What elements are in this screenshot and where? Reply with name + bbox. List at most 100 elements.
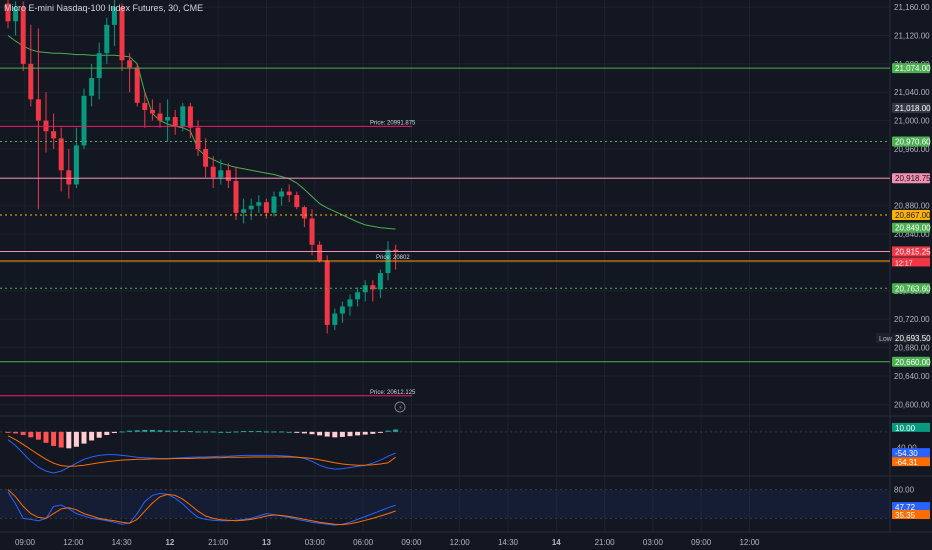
macd-histogram-bar (149, 429, 155, 432)
candle-body (241, 209, 247, 213)
candle-body (339, 306, 345, 314)
macd-histogram-bar (286, 431, 292, 433)
candle-body (248, 205, 254, 210)
macd-histogram-bar (233, 431, 239, 433)
x-tick-label: 13 (262, 538, 271, 547)
price-axis-badge-label: 20,918.75 (895, 174, 931, 183)
price-axis-badge-label: 20,849.00 (895, 224, 931, 233)
candle-body (119, 7, 125, 61)
chart-title: Micro E-mini Nasdaq-100 Index Futures, 3… (4, 3, 204, 13)
candle-body (218, 170, 224, 178)
countdown-label: 12:17 (895, 260, 913, 267)
macd-histogram-bar (119, 431, 125, 433)
macd-histogram-bar (241, 431, 247, 433)
y-tick-label: 20,960.00 (894, 145, 930, 154)
stoch-tick-label: 80.00 (894, 486, 915, 495)
macd-histogram-bar (134, 430, 140, 432)
price-axis-badge (892, 102, 930, 113)
y-tick-label: 21,040.00 (894, 88, 930, 97)
x-tick-label: 12:00 (450, 538, 471, 547)
y-tick-label: 20,720.00 (894, 315, 930, 324)
candle-body (233, 180, 239, 213)
macd-histogram-bar (58, 431, 64, 448)
candle-body (134, 67, 140, 103)
candle-body (317, 244, 323, 261)
x-tick-label: 12:00 (739, 538, 760, 547)
candle-body (301, 207, 307, 219)
macd-histogram-bar (362, 431, 368, 435)
x-tick-label: 12:00 (63, 538, 84, 547)
y-tick-label: 20,680.00 (894, 344, 930, 353)
stoch-k-line (7, 491, 396, 526)
stoch-value-badge (892, 510, 930, 520)
macd-histogram-bar (51, 431, 57, 446)
candle-body (347, 299, 353, 307)
macd-histogram-bar (28, 431, 34, 438)
candle-body (28, 63, 34, 100)
macd-histogram-bar (142, 429, 148, 432)
macd-histogram-bar (180, 431, 186, 433)
macd-histogram-bar (172, 430, 178, 432)
x-tick-label: 14:30 (112, 538, 133, 547)
moving-average-line (7, 35, 396, 230)
macd-histogram-bar (96, 431, 102, 438)
price-axis-badge (892, 136, 930, 147)
macd-histogram-bar (187, 431, 193, 433)
alert-icon (394, 401, 406, 413)
y-tick-label: 21,000.00 (894, 117, 930, 126)
y-tick-label: 20,600.00 (894, 400, 930, 409)
candle-body (5, 3, 11, 22)
price-axis-badge (892, 209, 930, 220)
macd-histogram-bar (355, 431, 361, 436)
x-tick-label: 03:00 (305, 538, 326, 547)
candle-body (165, 117, 171, 121)
candle-body (96, 53, 102, 79)
candle-body (58, 138, 64, 171)
price-axis-badge (892, 173, 930, 184)
x-tick-label: 09:00 (401, 538, 422, 547)
stoch-value-badge (892, 502, 930, 512)
macd-value-badge (892, 457, 930, 467)
macd-histogram-bar (165, 430, 171, 432)
candle-body (370, 285, 376, 290)
stoch-band (0, 489, 890, 519)
price-axis-badge-label: 20,660.00 (895, 358, 931, 367)
macd-histogram-bar (393, 429, 399, 432)
candle-body (89, 78, 95, 96)
macd-value-badge (892, 422, 930, 432)
candle-body (172, 117, 178, 127)
candle-body (66, 170, 72, 185)
macd-histogram-bar (35, 431, 41, 440)
macd-histogram-bar (218, 431, 224, 433)
candle-body (324, 260, 330, 325)
x-tick-label: 12 (165, 538, 174, 547)
candle-body (187, 106, 193, 128)
candle-body (294, 195, 300, 208)
annotation-label: Price: 20612.125 (370, 390, 416, 396)
candle-body (210, 166, 216, 178)
macd-histogram-bar (271, 431, 277, 433)
macd-value-label: -54.30 (895, 449, 918, 458)
candle-body (104, 24, 110, 54)
candle-body (180, 106, 186, 127)
macd-histogram-bar (248, 431, 254, 433)
price-axis-badge (892, 283, 930, 294)
price-axis-badge-label: 21,074.00 (895, 64, 931, 73)
candle-body (332, 313, 338, 325)
macd-histogram-bar (279, 431, 285, 433)
x-tick-label: 21:00 (208, 538, 229, 547)
x-tick-label: 06:00 (353, 538, 374, 547)
stoch-d-line (7, 489, 396, 526)
countdown-badge (892, 257, 930, 267)
macd-histogram-bar (256, 431, 262, 433)
annotation-label: Price: 20802 (376, 255, 410, 261)
price-axis-badge-label: 20,693.50 (895, 334, 931, 343)
y-tick-label: 21,160.00 (894, 3, 930, 12)
candle-body (309, 218, 315, 245)
alert-icon-glyph: ⚡ (398, 404, 403, 412)
candle-body (271, 196, 277, 213)
candle-body (157, 113, 163, 121)
macd-signal-line (7, 435, 396, 467)
macd-histogram-bar (20, 431, 26, 435)
